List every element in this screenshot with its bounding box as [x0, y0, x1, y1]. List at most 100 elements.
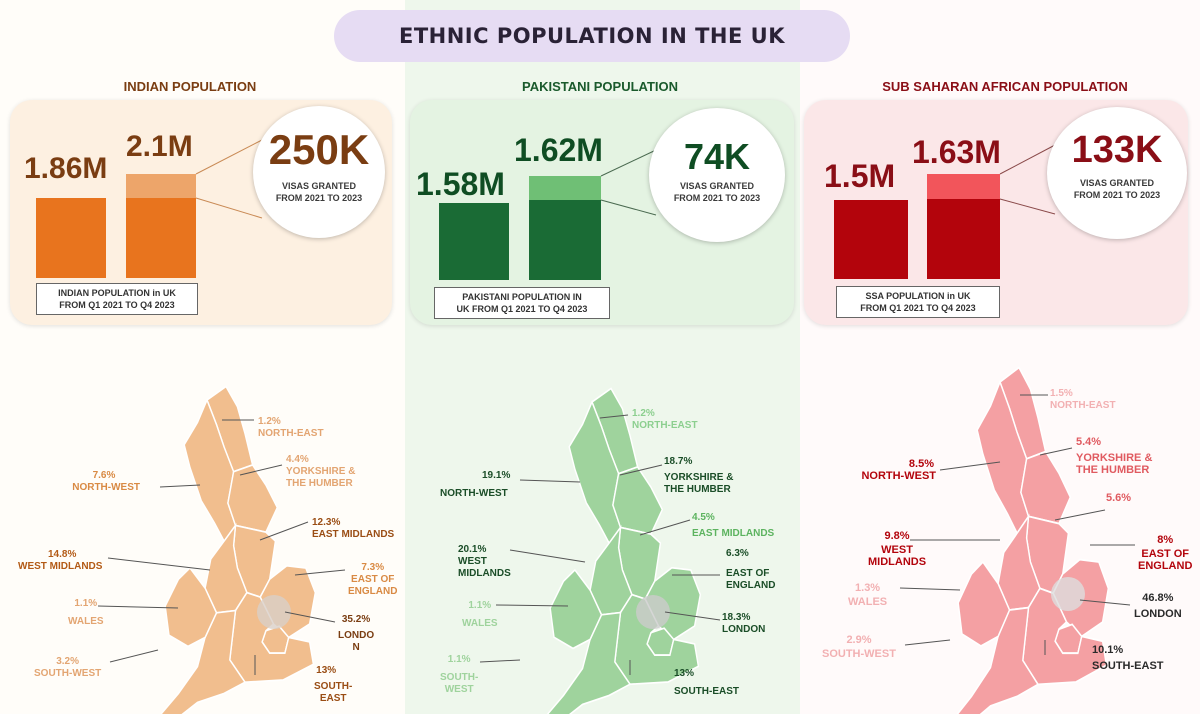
pakistani-visas-text-1: VISAS GRANTED [679, 181, 754, 191]
indian-wales-value: 1.1% [74, 598, 98, 609]
pakistani-label-north-west: 19.1% NORTH-WEST [440, 470, 510, 500]
pakistani-visas-circle: 74K VISAS GRANTED FROM 2021 TO 2023 [649, 108, 785, 242]
indian-caption-line2: FROM Q1 2021 TO Q4 2023 [59, 300, 175, 310]
pakistani-label-west-midlands: 20.1% WEST MIDLANDS [458, 544, 511, 580]
pakistani-label-south-west: 1.1% SOUTH- WEST [440, 654, 478, 696]
pakistani-label-london: 18.3% LONDON [722, 612, 765, 636]
ssa-yorkshire-name-2: THE HUMBER [1076, 464, 1150, 476]
ssa-east-name-2: ENGLAND [1138, 560, 1193, 572]
indian-label-east: 7.3% EAST OF ENGLAND [348, 562, 397, 598]
ssa-label-south-east: 10.1% SOUTH-EAST [1092, 644, 1164, 672]
ssa-visas-text-2: FROM 2021 TO 2023 [1073, 190, 1161, 200]
ssa-yorkshire-value: 5.4% [1076, 436, 1102, 448]
ssa-london-value: 46.8% [1142, 592, 1174, 604]
indian-south-east-name-2: EAST [319, 693, 347, 704]
pakistani-wales-value: 1.1% [468, 600, 492, 611]
indian-label-wales: 1.1% WALES [68, 598, 104, 628]
pakistani-east-midlands-value: 4.5% [692, 512, 715, 523]
indian-label-south-west: 3.2% SOUTH-WEST [34, 656, 101, 680]
indian-south-west-name: SOUTH-WEST [34, 668, 102, 679]
indian-bar-2021 [36, 198, 106, 278]
indian-label-north-west: 7.6% NORTH-WEST [68, 470, 140, 494]
ssa-east-value: 8% [1157, 534, 1174, 546]
pakistani-south-east-value: 13% [674, 668, 695, 679]
indian-east-midlands-value: 12.3% [312, 517, 341, 528]
indian-north-west-value: 7.6% [92, 470, 116, 481]
indian-south-east-name-1: SOUTH- [314, 681, 353, 692]
ssa-north-east-value: 1.5% [1050, 388, 1073, 399]
ssa-caption: SSA POPULATION in UK FROM Q1 2021 TO Q4 … [836, 286, 1000, 318]
indian-label-south-east: 13% SOUTH- EAST [300, 665, 352, 705]
ssa-wales-value: 1.3% [855, 582, 881, 594]
pakistani-south-west-value: 1.1% [447, 654, 471, 665]
pakistani-label-wales: 1.1% WALES [462, 600, 498, 630]
pakistani-north-west-value: 19.1% [482, 470, 511, 481]
indian-west-midlands-value: 14.8% [48, 549, 77, 560]
ssa-value-2021: 1.5M [824, 158, 896, 194]
pakistani-london-name: LONDON [722, 624, 766, 635]
indian-wales-name: WALES [68, 616, 104, 627]
indian-west-midlands-name: WEST MIDLANDS [18, 561, 103, 572]
ssa-label-east: 8% EAST OF ENGLAND [1138, 534, 1192, 572]
ssa-west-midlands-value: 9.8% [884, 530, 910, 542]
ssa-label-wales: 1.3% WALES [848, 582, 887, 608]
pakistani-visas-text-2: FROM 2021 TO 2023 [673, 193, 761, 203]
ssa-label-south-west: 2.9% SOUTH-WEST [822, 634, 896, 660]
pakistani-south-west-name-2: WEST [444, 684, 474, 695]
pakistani-yorkshire-name-2: THE HUMBER [664, 484, 731, 495]
pakistani-yorkshire-value: 18.7% [664, 456, 693, 467]
ssa-visas-value: 133K [1071, 129, 1163, 171]
pakistani-east-value: 6.3% [726, 548, 749, 559]
ssa-wales-name: WALES [848, 596, 888, 608]
indian-value-2021: 1.86M [24, 152, 108, 185]
pakistani-west-midlands-value: 20.1% [458, 544, 487, 555]
ssa-yorkshire-name-1: YORKSHIRE & [1076, 452, 1153, 464]
page-title: ETHNIC POPULATION IN THE UK [398, 24, 785, 48]
indian-london-value: 35.2% [341, 614, 371, 625]
pakistani-value-2021: 1.58M [416, 166, 505, 202]
ssa-label-north-west: 8.5% NORTH-WEST [852, 458, 936, 482]
pakistani-north-west-name: NORTH-WEST [440, 488, 508, 499]
pakistani-visas-value: 74K [683, 136, 751, 177]
indian-label-north-east: 1.2% NORTH-EAST [258, 416, 324, 440]
pakistani-wales-name: WALES [462, 618, 498, 629]
ssa-east-name-1: EAST OF [1141, 548, 1190, 560]
pakistani-bar-increase [529, 176, 601, 200]
pakistani-east-midlands-name: EAST MIDLANDS [692, 528, 775, 539]
indian-london-name-1: LONDO [338, 630, 375, 641]
pakistani-value-2023: 1.62M [514, 132, 603, 168]
ssa-west-midlands-name-1: WEST [881, 544, 913, 556]
ssa-caption-line1: SSA POPULATION in UK [865, 291, 971, 301]
ssa-south-west-value: 2.9% [846, 634, 872, 646]
indian-visas-circle: 250K VISAS GRANTED FROM 2021 TO 2023 [253, 106, 385, 238]
indian-bar-increase [126, 174, 196, 198]
ssa-heading: SUB SAHARAN AFRICAN POPULATION [882, 79, 1128, 94]
indian-value-2023: 2.1M [126, 130, 193, 163]
indian-label-yorkshire: 4.4% YORKSHIRE & THE HUMBER [286, 454, 355, 490]
page-title-pill: ETHNIC POPULATION IN THE UK [334, 10, 850, 62]
indian-east-name-2: ENGLAND [348, 586, 398, 597]
ssa-visas-text-1: VISAS GRANTED [1079, 178, 1154, 188]
indian-south-east-value: 13% [316, 665, 337, 676]
pakistani-caption-line1: PAKISTANI POPULATION IN [462, 292, 582, 302]
indian-north-east-value: 1.2% [258, 416, 281, 427]
pakistani-east-name-1: EAST OF [726, 568, 770, 579]
ssa-bar-increase [927, 174, 1000, 199]
pakistani-south-east-name: SOUTH-EAST [674, 686, 739, 697]
ssa-north-east-name: NORTH-EAST [1050, 400, 1116, 411]
indian-yorkshire-name-2: THE HUMBER [286, 478, 353, 489]
ssa-south-east-value: 10.1% [1092, 644, 1124, 656]
pakistani-south-west-name-1: SOUTH- [440, 672, 479, 683]
ssa-caption-line2: FROM Q1 2021 TO Q4 2023 [860, 303, 976, 313]
ssa-bar-2023 [927, 174, 1000, 279]
indian-label-east-midlands: 12.3% EAST MIDLANDS [312, 517, 394, 541]
pakistani-label-east: 6.3% EAST OF ENGLAND [726, 548, 775, 592]
ssa-london-name: LONDON [1134, 608, 1182, 620]
pakistani-caption: PAKISTANI POPULATION IN UK FROM Q1 2021 … [434, 287, 610, 319]
indian-bar-2023 [126, 174, 196, 278]
ssa-east-midlands-value: 5.6% [1106, 492, 1132, 504]
pakistani-label-north-east: 1.2% NORTH-EAST [632, 408, 698, 432]
pakistani-bar-2021 [439, 203, 509, 280]
indian-caption: INDIAN POPULATION in UK FROM Q1 2021 TO … [36, 283, 198, 315]
